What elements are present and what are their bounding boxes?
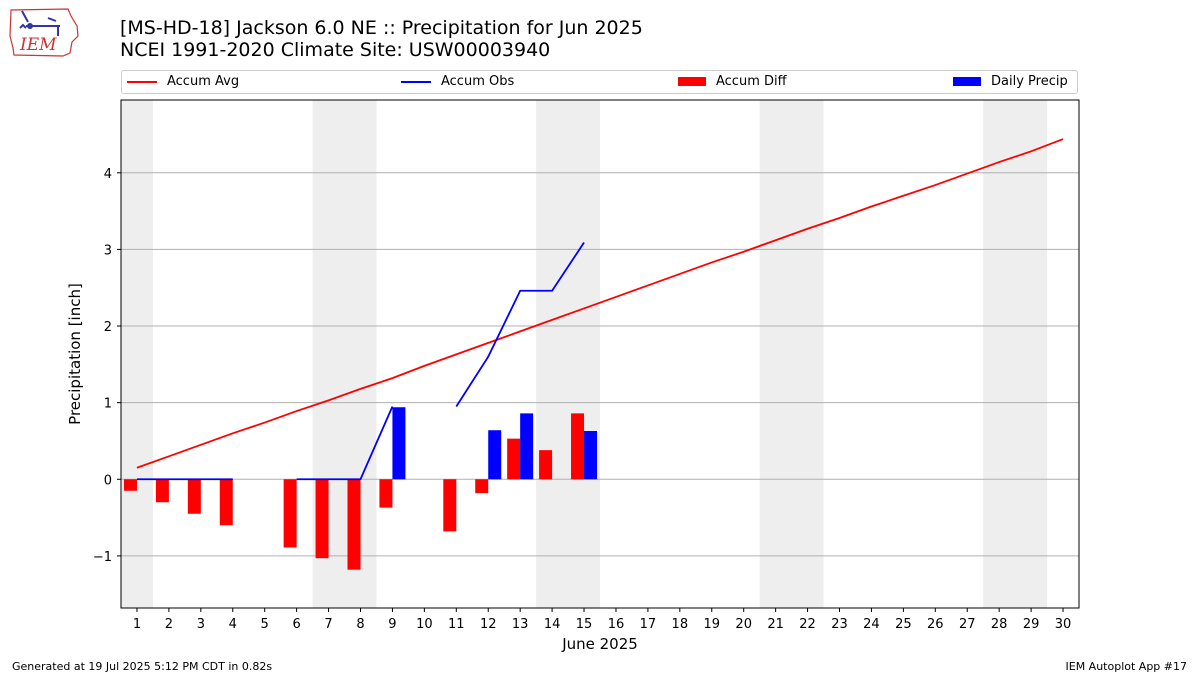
accum-diff-bar-14 — [539, 450, 553, 480]
chart-title: [MS-HD-18] Jackson 6.0 NE :: Precipitati… — [120, 17, 643, 61]
x-tick-label-24: 24 — [863, 617, 880, 632]
x-tick-label-29: 29 — [1023, 617, 1040, 632]
footer-app-text: IEM Autoplot App #17 — [1065, 660, 1188, 673]
footer-generated-text: Generated at 19 Jul 2025 5:12 PM CDT in … — [12, 660, 273, 673]
x-tick-label-30: 30 — [1055, 617, 1072, 632]
x-tick-label-11: 11 — [448, 617, 465, 632]
x-tick-label-17: 17 — [640, 617, 657, 632]
weekend-shade-3 — [759, 100, 824, 608]
x-tick-label-15: 15 — [576, 617, 593, 632]
y-tick-label-2: 1 — [104, 397, 112, 412]
accum-diff-bar-2 — [155, 479, 169, 503]
accum-diff-bar-6 — [283, 479, 297, 548]
x-tick-label-13: 13 — [512, 617, 529, 632]
weather-instruments-icon — [19, 10, 60, 36]
weekend-shade-4 — [983, 100, 1048, 608]
x-tick-label-4: 4 — [229, 617, 237, 632]
iem-logo: IEM — [9, 8, 79, 57]
accum-obs-line-2 — [455, 242, 585, 407]
accum-diff-bar-7 — [315, 479, 329, 559]
x-tick-label-8: 8 — [356, 617, 364, 632]
x-tick-label-5: 5 — [261, 617, 269, 632]
sensor-dot-icon — [27, 23, 33, 29]
accum-diff-bar-8 — [347, 479, 361, 570]
x-tick-label-9: 9 — [388, 617, 396, 632]
title-line-1: [MS-HD-18] Jackson 6.0 NE :: Precipitati… — [120, 17, 643, 39]
x-axis-label: June 2025 — [561, 635, 638, 653]
x-tick-label-18: 18 — [672, 617, 689, 632]
x-tick-label-6: 6 — [292, 617, 300, 632]
x-tick-label-25: 25 — [895, 617, 912, 632]
weekend-shade-2 — [536, 100, 600, 608]
legend-swatch-accum-obs — [401, 80, 431, 83]
accum-diff-bar-15 — [571, 413, 585, 480]
x-tick-label-21: 21 — [767, 617, 784, 632]
legend-swatch-daily-precip — [953, 77, 981, 86]
legend-swatch-accum-avg — [127, 80, 157, 83]
x-tick-label-27: 27 — [959, 617, 976, 632]
title-line-2: NCEI 1991-2020 Climate Site: USW00003940 — [120, 39, 551, 61]
x-tick-label-12: 12 — [480, 617, 497, 632]
legend-label-daily-precip: Daily Precip — [991, 74, 1068, 89]
legend-item-accum-avg: Accum Avg — [127, 74, 239, 89]
accum-diff-bar-11 — [443, 479, 457, 532]
accum-diff-bar-9 — [379, 479, 393, 508]
x-tick-label-14: 14 — [544, 617, 561, 632]
y-tick-label-3: 2 — [104, 320, 112, 335]
daily-precip-bar-9 — [392, 407, 406, 480]
accum-avg-line — [136, 138, 1064, 469]
x-tick-label-22: 22 — [799, 617, 816, 632]
accum-diff-bar-1 — [123, 479, 137, 491]
legend-swatch-accum-diff — [678, 77, 706, 86]
x-tick-label-19: 19 — [703, 617, 720, 632]
y-axis-label: Precipitation [inch] — [66, 283, 84, 425]
x-tick-label-26: 26 — [927, 617, 944, 632]
plot-frame — [120, 99, 1080, 609]
x-tick-label-7: 7 — [324, 617, 332, 632]
daily-precip-bar-12 — [488, 430, 502, 480]
x-tick-label-23: 23 — [831, 617, 848, 632]
accum-diff-bar-13 — [507, 438, 521, 480]
x-tick-label-10: 10 — [416, 617, 433, 632]
x-tick-label-3: 3 — [197, 617, 205, 632]
daily-precip-bar-15 — [584, 431, 598, 480]
legend-item-accum-obs: Accum Obs — [401, 74, 514, 89]
x-tick-label-1: 1 — [133, 617, 141, 632]
y-tick-label-1: 0 — [104, 473, 112, 488]
accum-diff-bar-4 — [219, 479, 233, 526]
daily-precip-bar-13 — [520, 413, 534, 480]
x-tick-label-16: 16 — [608, 617, 625, 632]
legend: Accum Avg Accum Obs Accum Diff Daily Pre… — [121, 70, 1078, 94]
x-tick-label-2: 2 — [165, 617, 173, 632]
legend-item-accum-diff: Accum Diff — [678, 74, 787, 89]
x-tick-label-20: 20 — [735, 617, 752, 632]
x-tick-label-28: 28 — [991, 617, 1008, 632]
accum-diff-bar-12 — [475, 479, 489, 494]
legend-label-accum-avg: Accum Avg — [167, 74, 240, 89]
weekend-shade-0 — [121, 100, 153, 608]
y-tick-label-4: 3 — [104, 243, 112, 258]
y-tick-label-0: −1 — [93, 550, 112, 565]
logo-text: IEM — [19, 35, 57, 55]
accum-obs-line-1 — [296, 406, 394, 481]
y-tick-label-5: 4 — [104, 167, 112, 182]
accum-diff-bar-3 — [187, 479, 201, 514]
legend-label-accum-diff: Accum Diff — [716, 74, 787, 89]
legend-item-daily-precip: Daily Precip — [953, 74, 1068, 89]
legend-label-accum-obs: Accum Obs — [441, 74, 515, 89]
